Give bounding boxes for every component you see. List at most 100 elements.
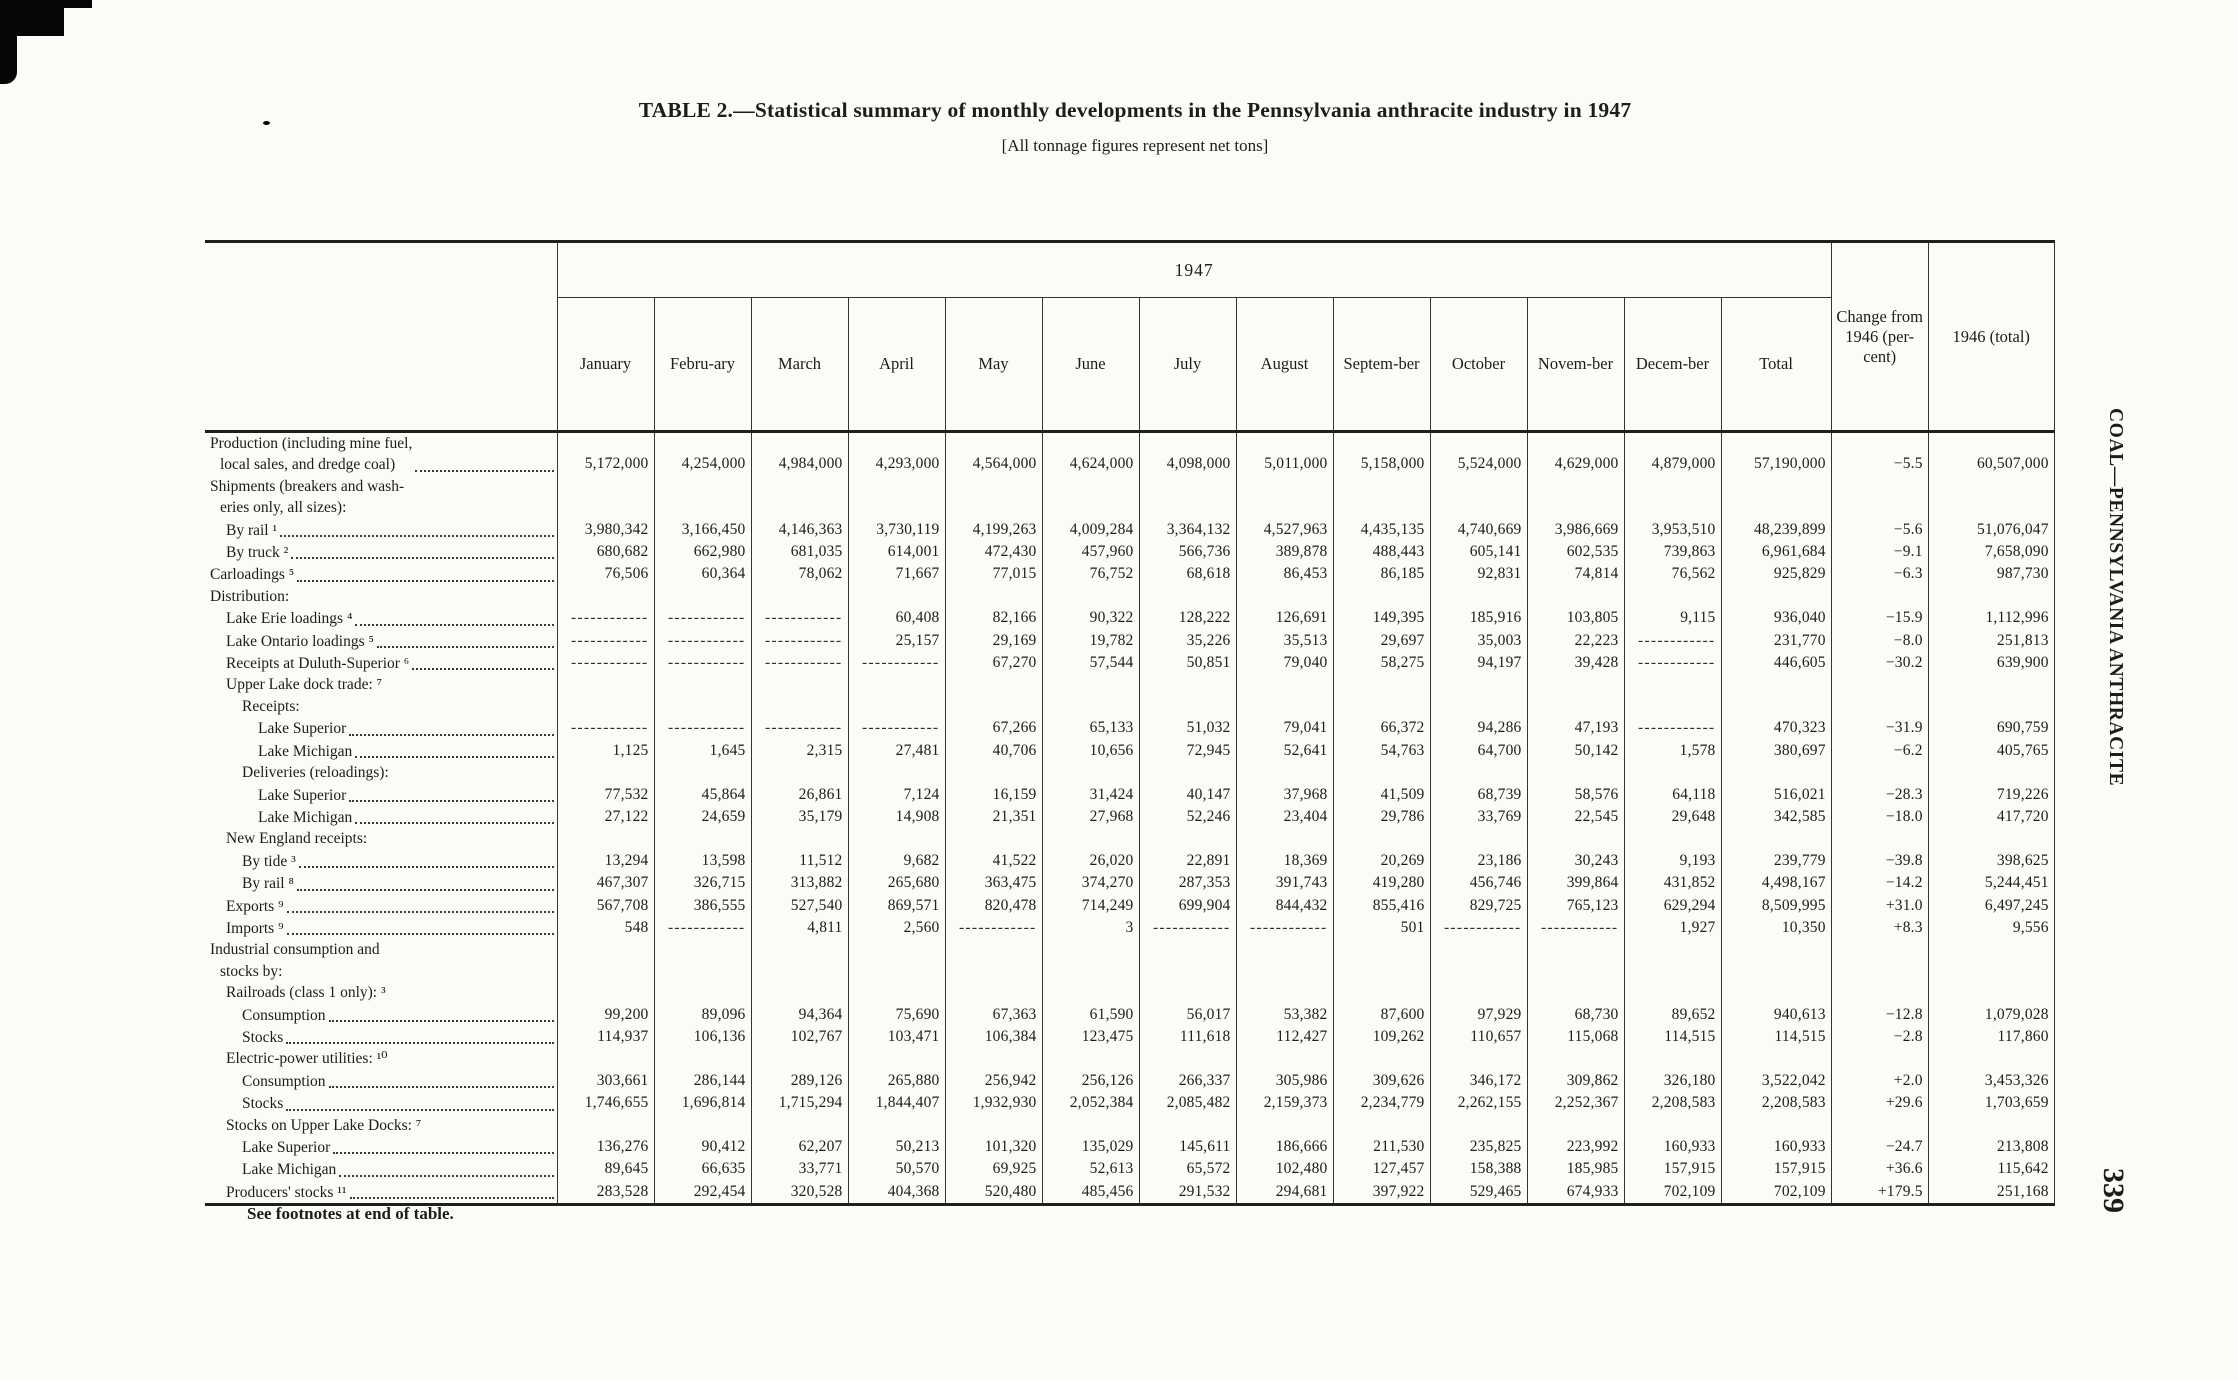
data-cell: ------------ [847, 717, 945, 740]
table-row: Stocks 1,746,655 1,696,814 1,715,294 1,844,4… [205, 1092, 2055, 1115]
data-cell [1526, 695, 1624, 718]
data-cell [1623, 762, 1721, 784]
data-cell: 844,432 [1235, 894, 1333, 917]
table-row: By rail ¹ 3,980,342 3,166,450 4,146,363 3,73… [205, 518, 2055, 542]
data-cell: 99,200 [556, 1003, 654, 1026]
data-cell: −24.7 [1830, 1136, 1929, 1159]
data-cell: 77,532 [556, 783, 654, 806]
data-cell: 566,736 [1138, 541, 1236, 564]
data-cell: 60,408 [847, 607, 945, 630]
data-cell: 6,961,684 [1720, 541, 1832, 564]
data-cell: ------------ [653, 652, 751, 675]
data-cell: 3,166,450 [653, 518, 751, 542]
row-label-text: Consumption [242, 1072, 326, 1090]
data-cell [1720, 1048, 1832, 1070]
data-cell [1235, 585, 1333, 608]
data-cell: 50,142 [1526, 739, 1624, 763]
data-cell [1830, 475, 1929, 519]
data-cell [847, 982, 945, 1004]
data-cell: 23,186 [1429, 849, 1527, 873]
data-cell [1720, 475, 1832, 519]
row-label: Lake Michigan [205, 1158, 557, 1180]
data-cell: 4,624,000 [1041, 431, 1139, 476]
data-cell [1830, 674, 1929, 696]
data-cell: 4,879,000 [1623, 431, 1721, 476]
data-cell: 149,395 [1332, 607, 1430, 630]
data-cell: 9,193 [1623, 849, 1721, 873]
data-cell [750, 982, 848, 1004]
data-cell: +36.6 [1830, 1158, 1929, 1181]
month-header-row: January Febru-ary March April May June July Aug… [205, 297, 2054, 432]
data-cell [1927, 982, 2055, 1004]
data-cell [1041, 585, 1139, 608]
data-cell: 24,659 [653, 805, 751, 829]
data-cell [653, 674, 751, 696]
data-cell: 123,475 [1041, 1025, 1139, 1049]
data-cell: 4,293,000 [847, 431, 945, 476]
row-label-text: Receipts: [242, 697, 300, 715]
data-cell [847, 695, 945, 718]
data-cell: +8.3 [1830, 916, 1929, 940]
data-cell: 82,166 [944, 607, 1042, 630]
data-cell [653, 828, 751, 850]
data-cell [847, 828, 945, 850]
table-row: Lake Michigan 89,645 66,635 33,771 50,570 69,… [205, 1158, 2055, 1181]
scan-artifact [64, 0, 92, 8]
column-header: June [1041, 297, 1139, 432]
data-cell [847, 1048, 945, 1070]
table-row: Lake Superior 136,276 90,412 62,207 50,213 10… [205, 1136, 2055, 1159]
data-cell: 3,364,132 [1138, 518, 1236, 542]
data-cell [1526, 1048, 1624, 1070]
data-cell [1332, 585, 1430, 608]
data-cell: 18,369 [1235, 849, 1333, 873]
data-cell: 702,109 [1623, 1180, 1721, 1205]
data-cell [556, 674, 654, 696]
data-cell [1235, 982, 1333, 1004]
data-cell: 58,576 [1526, 783, 1624, 806]
data-cell [1429, 828, 1527, 850]
data-cell: 128,222 [1138, 607, 1236, 630]
data-cell: 5,158,000 [1332, 431, 1430, 476]
data-cell [653, 1048, 751, 1070]
data-cell: ------------ [944, 916, 1042, 940]
data-cell [1623, 585, 1721, 608]
data-cell [1526, 585, 1624, 608]
data-cell: 456,746 [1429, 872, 1527, 895]
section-header-row: Deliveries (reloadings): [205, 762, 2055, 784]
data-cell: 765,123 [1526, 894, 1624, 917]
data-cell: 35,179 [750, 805, 848, 829]
statistics-table: 1947 Change from 1946 (per-cent) 1946 (t… [205, 240, 2055, 1207]
data-cell: 41,522 [944, 849, 1042, 873]
leader-dots [355, 623, 554, 626]
data-cell [556, 762, 654, 784]
data-cell: 14,908 [847, 805, 945, 829]
leader-dots [328, 1086, 554, 1089]
data-cell: 76,506 [556, 563, 654, 586]
table-header: 1947 Change from 1946 (per-cent) 1946 (t… [205, 241, 2055, 432]
data-cell: 25,157 [847, 629, 945, 653]
table-row: Lake Superior 77,532 45,864 26,861 7,124 16,1… [205, 783, 2055, 806]
data-cell: 9,682 [847, 849, 945, 873]
data-cell [556, 1114, 654, 1136]
data-cell: 13,598 [653, 849, 751, 873]
data-cell: 79,041 [1235, 717, 1333, 740]
data-cell: 74,814 [1526, 563, 1624, 586]
data-cell: 4,435,135 [1332, 518, 1430, 542]
data-cell: 72,945 [1138, 739, 1236, 763]
data-cell [1720, 939, 1832, 983]
data-cell: 287,353 [1138, 872, 1236, 895]
data-cell [1138, 1114, 1236, 1136]
data-cell [1720, 762, 1832, 784]
data-cell: 4,199,263 [944, 518, 1042, 542]
data-cell [847, 475, 945, 519]
data-cell [944, 762, 1042, 784]
data-cell [1235, 1048, 1333, 1070]
data-cell: 7,124 [847, 783, 945, 806]
data-cell [1927, 674, 2055, 696]
data-cell: 399,864 [1526, 872, 1624, 895]
data-cell [1041, 762, 1139, 784]
data-cell: −12.8 [1830, 1003, 1929, 1026]
row-label: Upper Lake dock trade: ⁷ [205, 674, 557, 695]
data-cell: 820,478 [944, 894, 1042, 917]
data-cell: 35,003 [1429, 629, 1527, 653]
